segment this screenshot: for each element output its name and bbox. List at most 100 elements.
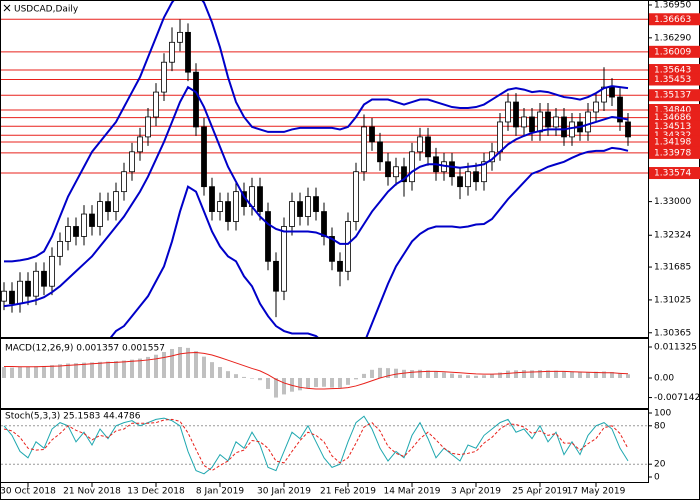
candle-body (417, 136, 423, 153)
macd-bar (98, 361, 102, 379)
candle-body (497, 121, 503, 153)
y-tick-label: 100 (654, 409, 671, 419)
candle-body (449, 161, 455, 178)
candle-body (409, 151, 415, 183)
candle-body (505, 101, 511, 123)
level-label: 1.36663 (654, 15, 691, 25)
y-tick-label: 20 (654, 460, 666, 470)
candle-body (233, 191, 239, 222)
candle-body (313, 196, 319, 212)
candle-body (609, 86, 615, 98)
macd-bar (90, 362, 94, 379)
macd-bar (282, 378, 286, 395)
macd-bar (290, 378, 294, 392)
level-label: 1.35453 (654, 75, 691, 85)
candle-body (121, 171, 127, 193)
x-tick-label: 30 Oct 2018 (0, 487, 56, 497)
bollinger-middle (3, 85, 629, 308)
candle-body (561, 116, 567, 138)
level-label: 1.35643 (654, 66, 691, 76)
macd-bar (218, 367, 222, 379)
macd-bar (170, 348, 174, 379)
macd-bar (122, 360, 126, 379)
x-tick-label: 21 Nov 2018 (63, 487, 121, 497)
candle-body (73, 226, 79, 237)
macd-bar (10, 367, 14, 379)
macd-bar (314, 378, 318, 388)
candle-body (553, 116, 559, 128)
macd-bar (226, 371, 230, 379)
candle-body (113, 191, 119, 212)
stoch-signal (3, 418, 629, 472)
macd-bar (586, 371, 590, 379)
macd-bar (322, 378, 326, 387)
macd-bar (378, 367, 382, 379)
macd-bar (402, 369, 406, 379)
candle-body (337, 260, 343, 272)
macd-bar (450, 373, 454, 379)
macd-bar (594, 371, 598, 379)
candle-body (1, 290, 7, 302)
level-label: 1.34332 (654, 131, 691, 141)
level-label-box (649, 45, 700, 58)
y-tick-label: 1.31025 (654, 295, 691, 305)
candle-body (193, 71, 199, 128)
candle-body (321, 211, 327, 237)
macd-bar (34, 366, 38, 379)
macd-bar (610, 371, 614, 379)
candle-body (329, 236, 335, 262)
candle-body (81, 213, 87, 237)
level-label: 1.34686 (654, 113, 691, 123)
macd-bar (266, 378, 270, 389)
y-tick-label: 1.31685 (654, 263, 691, 273)
x-tick-label: 25 Apr 2019 (512, 487, 568, 497)
macd-bar (514, 370, 518, 379)
level-label: 1.34840 (654, 106, 691, 116)
candle-body (369, 126, 375, 143)
macd-bar (602, 371, 606, 379)
macd-bar (626, 374, 630, 379)
bollinger-upper (4, 1, 629, 263)
level-label-box (649, 64, 700, 77)
candle-body (153, 91, 159, 118)
macd-bar (578, 371, 582, 379)
candle-body (305, 196, 311, 217)
y-tick-label: 1.32324 (654, 231, 691, 241)
candle-body (353, 171, 359, 222)
candle-body (281, 226, 287, 292)
candle-body (177, 31, 183, 43)
candle-body (593, 101, 599, 113)
macd-bar (234, 374, 238, 379)
macd-bar (570, 371, 574, 379)
macd-bar (82, 362, 86, 379)
y-tick-label: 0.011325 (654, 343, 697, 353)
macd-bar (146, 356, 150, 379)
macd-bar (426, 370, 430, 379)
level-label: 1.34513 (654, 122, 691, 132)
level-label-box (649, 120, 700, 133)
candle-body (265, 211, 271, 262)
macd-bar (338, 378, 342, 388)
macd-bar (410, 370, 414, 379)
candle-body (129, 151, 135, 173)
macd-bar (546, 370, 550, 379)
plot-area (1, 415, 648, 475)
macd-bar (330, 378, 334, 388)
macd-bar (242, 376, 246, 379)
candle-body (225, 201, 231, 222)
macd-bar (442, 372, 446, 379)
macd-bar (66, 363, 70, 379)
candle-body (273, 260, 279, 292)
candle-body (401, 166, 407, 183)
x-tick-label: 14 Mar 2019 (383, 487, 440, 497)
main-panel (0, 0, 649, 338)
candle-body (169, 41, 175, 63)
macd-bar (178, 347, 182, 379)
macd-bar (482, 375, 486, 379)
y-tick-label: 0 (654, 473, 660, 483)
level-label: 1.33978 (654, 148, 691, 158)
stoch-title: Stoch(5,3,3) 25.1583 44.4786 (5, 412, 141, 422)
candle-body (545, 111, 551, 128)
y-tick-label: 1.36290 (654, 33, 691, 43)
macd-bar (42, 365, 46, 379)
